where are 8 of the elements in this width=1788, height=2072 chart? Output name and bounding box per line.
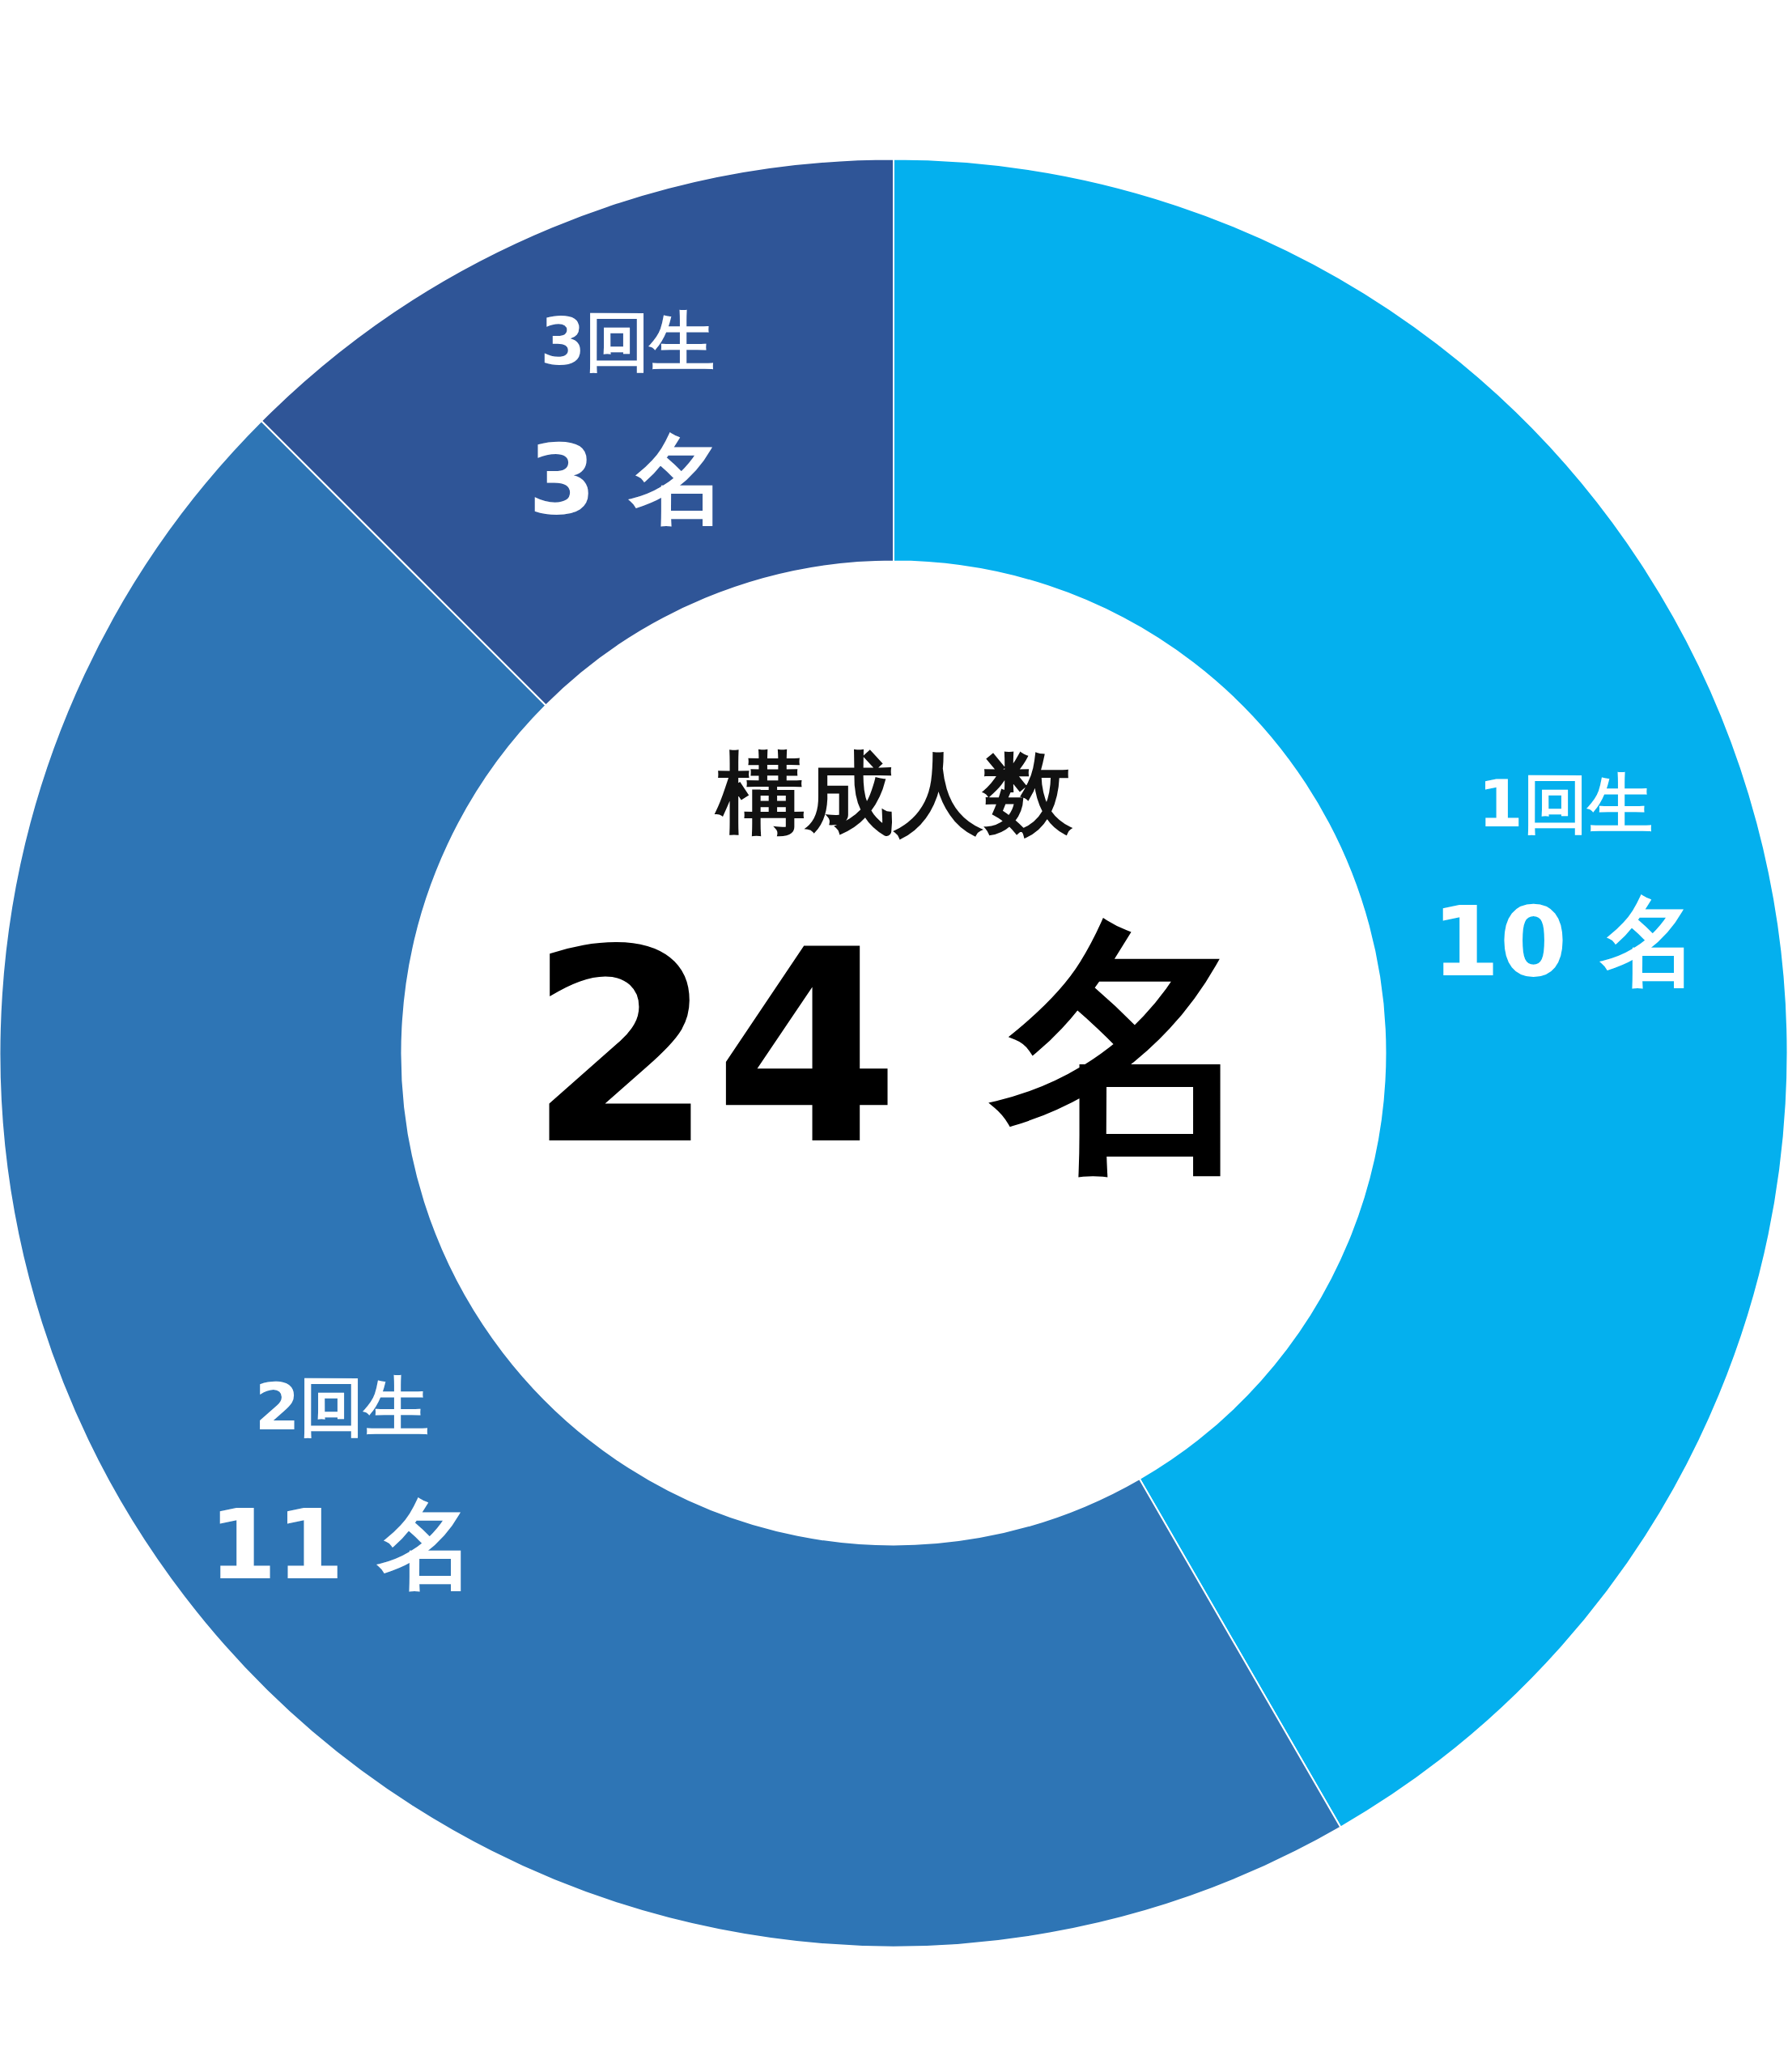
- text: 構成人数: [713, 741, 1073, 845]
- data-label: 10 名: [1432, 885, 1699, 999]
- data-label: 3 名: [528, 422, 727, 536]
- slice-label: 2回生: [254, 1369, 430, 1446]
- slice-label: 3回生: [540, 304, 716, 380]
- text: 24 名: [528, 893, 1260, 1204]
- slice-label: 1回生: [1477, 766, 1653, 843]
- data-label: 11 名: [209, 1488, 475, 1602]
